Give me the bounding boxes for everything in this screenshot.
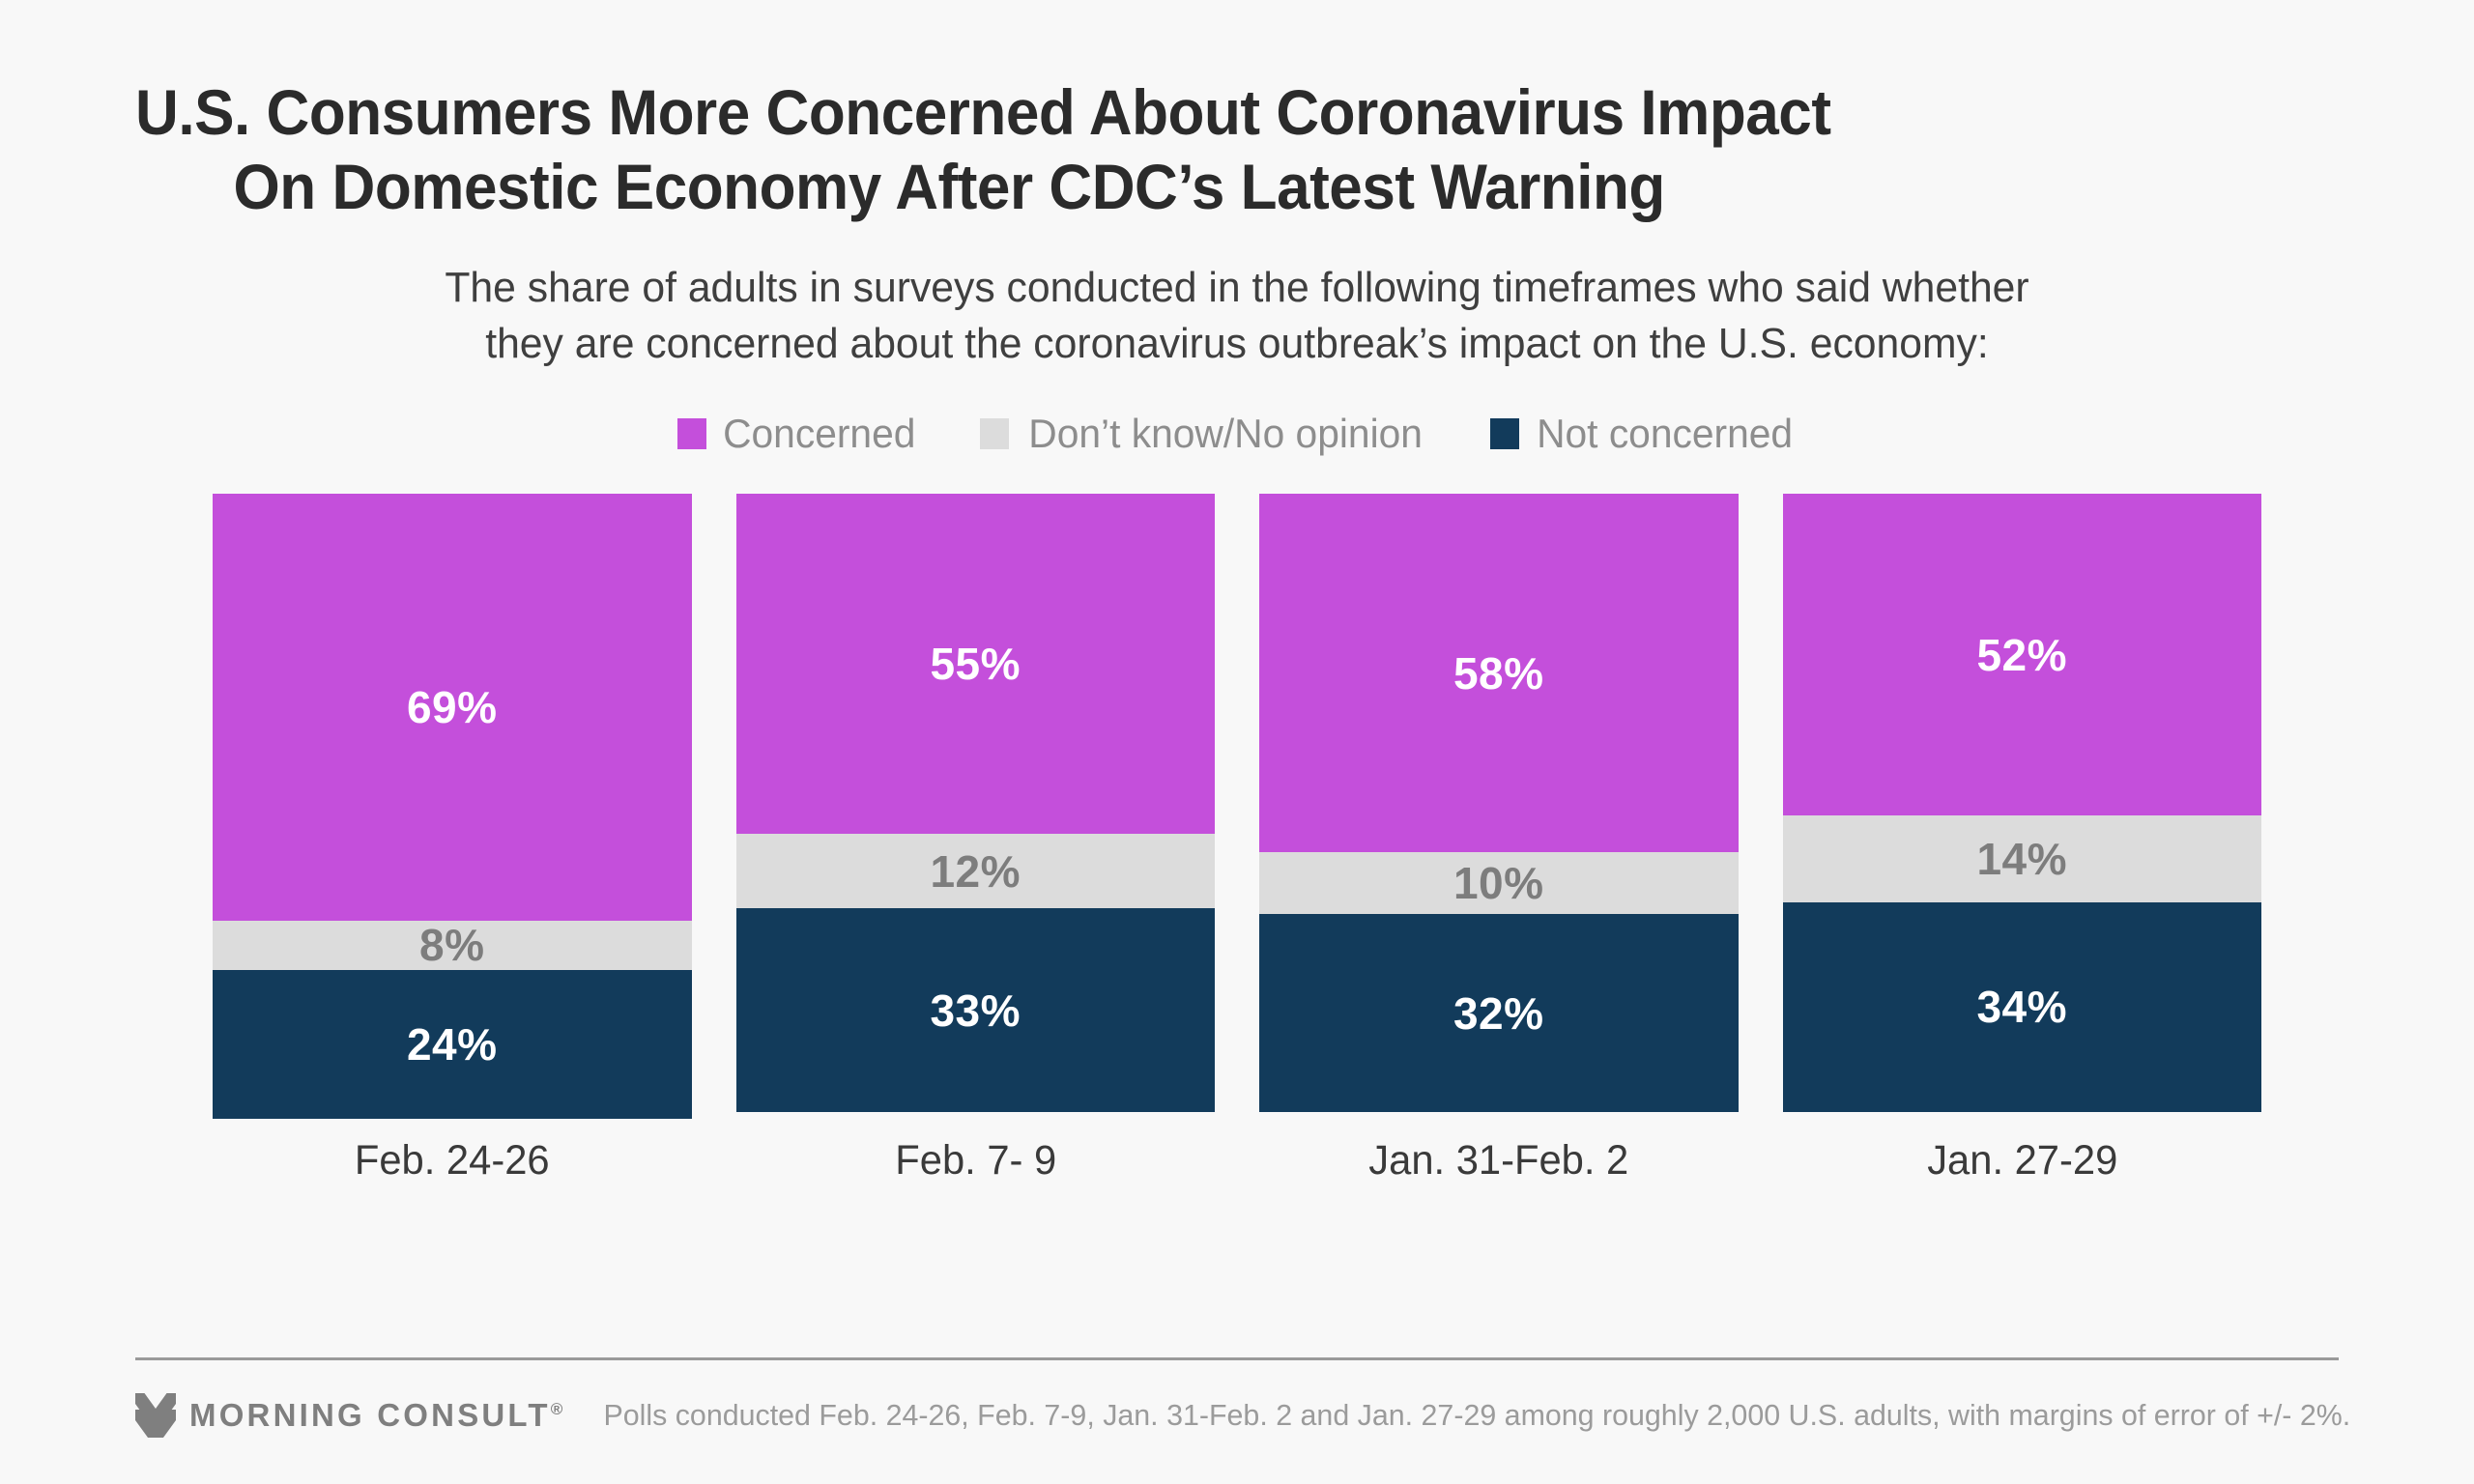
bar-segment-concerned-3[interactable]: 52% xyxy=(1782,494,2261,816)
bar-segment-label: 8% xyxy=(419,920,485,971)
bar-segment-concerned-1[interactable]: 55% xyxy=(735,494,1215,835)
bar-segment-not-concerned-1[interactable]: 33% xyxy=(735,908,1215,1113)
legend-label-not-concerned: Not concerned xyxy=(1537,411,1794,457)
title-line-2: On Domestic Economy After CDC’s Latest W… xyxy=(233,150,1666,222)
bar-segment-dont-know-0[interactable]: 8% xyxy=(213,920,692,971)
subtitle-line-1: The share of adults in surveys conducted… xyxy=(445,264,2029,312)
bar-segment-label: 32% xyxy=(1453,987,1544,1039)
footer-divider xyxy=(135,1357,2339,1360)
bar-column-3[interactable]: 52% 14% 34% xyxy=(1782,494,2261,1113)
page-title: U.S. Consumers More Concerned About Coro… xyxy=(0,0,2474,223)
bar-segment-label: 69% xyxy=(406,682,498,733)
bar-segment-concerned-0[interactable]: 69% xyxy=(213,494,692,921)
bar-column-0[interactable]: 69% 8% 24% xyxy=(213,494,692,1119)
legend-swatch-icon-not-concerned xyxy=(1490,418,1520,450)
bar-segment-label: 14% xyxy=(1976,833,2068,884)
chart-legend: Concerned Don’t know/No opinion Not conc… xyxy=(0,411,2474,457)
bar-segment-dont-know-3[interactable]: 14% xyxy=(1782,815,2261,902)
bar-column-2[interactable]: 58% 10% 32% xyxy=(1259,494,1739,1113)
legend-item-dont-know[interactable]: Don’t know/No opinion xyxy=(980,411,1428,457)
bar-segment-label: 58% xyxy=(1453,647,1544,699)
bar-segment-label: 55% xyxy=(930,639,1021,690)
bar-segment-label: 12% xyxy=(930,845,1021,897)
bar-column-1[interactable]: 55% 12% 33% xyxy=(735,494,1215,1113)
bar-segment-not-concerned-3[interactable]: 34% xyxy=(1782,901,2261,1113)
bar-segment-not-concerned-2[interactable]: 32% xyxy=(1259,914,1739,1113)
bar-segment-label: 52% xyxy=(1976,629,2068,680)
bar-segment-label: 10% xyxy=(1453,858,1544,909)
x-axis-labels: Feb. 24-26 Feb. 7- 9 Jan. 31-Feb. 2 Jan.… xyxy=(0,1137,2474,1184)
bar-segment-label: 34% xyxy=(1976,982,2068,1033)
bar-segment-label: 33% xyxy=(930,985,1021,1036)
bar-segment-concerned-2[interactable]: 58% xyxy=(1259,494,1739,853)
registered-mark: ® xyxy=(550,1400,563,1418)
legend-label-dont-know: Don’t know/No opinion xyxy=(1028,411,1423,457)
morning-consult-wordmark: MORNING CONSULT® xyxy=(189,1397,562,1434)
title-line-1: U.S. Consumers More Concerned About Coro… xyxy=(135,76,1831,148)
chart-footer: MORNING CONSULT® Polls conducted Feb. 24… xyxy=(0,1357,2474,1484)
x-axis-label-3: Jan. 27-29 xyxy=(1926,1137,2117,1184)
bar-segment-label: 24% xyxy=(406,1018,498,1070)
bar-segment-not-concerned-0[interactable]: 24% xyxy=(213,970,692,1119)
x-axis-label-0: Feb. 24-26 xyxy=(354,1137,550,1184)
legend-swatch-icon-dont-know xyxy=(980,418,1010,450)
brand-text: MORNING CONSULT xyxy=(189,1397,551,1433)
footer-source-note: Polls conducted Feb. 24-26, Feb. 7-9, Ja… xyxy=(603,1398,2351,1432)
bar-segment-dont-know-2[interactable]: 10% xyxy=(1259,852,1739,915)
legend-item-concerned[interactable]: Concerned xyxy=(676,411,918,457)
footer-row: MORNING CONSULT® Polls conducted Feb. 24… xyxy=(135,1393,2350,1438)
x-axis-label-1: Feb. 7- 9 xyxy=(894,1137,1056,1184)
legend-label-concerned: Concerned xyxy=(722,411,915,457)
legend-swatch-icon-concerned xyxy=(676,418,706,450)
morning-consult-logo-icon xyxy=(135,1393,176,1438)
chart-plot-area: 69% 8% 24% 55% 12% 33% 58% xyxy=(0,494,2474,1119)
x-axis-label-2: Jan. 31-Feb. 2 xyxy=(1368,1137,1629,1184)
bar-segment-dont-know-1[interactable]: 12% xyxy=(735,834,1215,909)
legend-item-not-concerned[interactable]: Not concerned xyxy=(1490,411,1797,457)
subtitle-line-2: they are concerned about the coronavirus… xyxy=(485,320,1989,368)
chart-subtitle: The share of adults in surveys conducted… xyxy=(0,260,2474,372)
